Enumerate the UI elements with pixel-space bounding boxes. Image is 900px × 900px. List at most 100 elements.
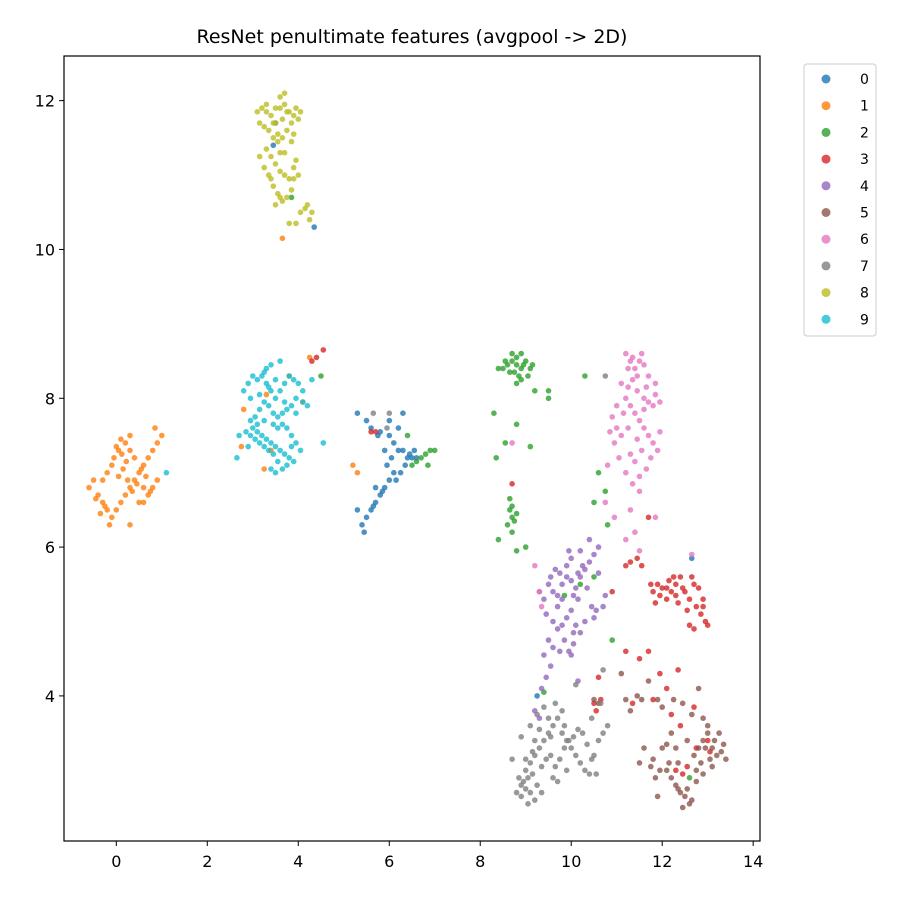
- point-class-5: [709, 763, 715, 770]
- point-class-7: [566, 737, 572, 744]
- point-class-4: [568, 607, 574, 614]
- legend-entry-1: 1: [821, 99, 869, 115]
- point-class-9: [254, 429, 261, 435]
- point-class-4: [557, 570, 563, 576]
- point-class-9: [265, 447, 272, 454]
- point-class-3: [670, 574, 677, 580]
- point-class-3: [636, 655, 643, 662]
- point-class-6: [613, 402, 620, 409]
- point-class-3: [313, 354, 320, 361]
- point-class-9: [263, 436, 270, 443]
- point-class-5: [634, 693, 640, 699]
- point-class-4: [552, 566, 559, 573]
- point-class-4: [591, 615, 597, 621]
- point-class-6: [632, 365, 638, 372]
- point-class-2: [318, 373, 324, 379]
- point-class-4: [600, 603, 606, 610]
- legend-marker: [821, 288, 831, 298]
- x-tick-label: 8: [475, 852, 485, 871]
- legend-marker: [821, 208, 831, 217]
- point-class-9: [270, 451, 277, 457]
- point-class-7: [550, 722, 556, 729]
- point-class-8: [284, 109, 290, 115]
- point-class-2: [511, 369, 518, 376]
- point-class-7: [538, 789, 545, 796]
- point-class-3: [686, 596, 693, 602]
- point-class-5: [618, 670, 625, 677]
- point-class-7: [588, 756, 595, 762]
- point-class-5: [700, 771, 706, 777]
- x-tick-label: 14: [743, 852, 763, 871]
- point-class-9: [295, 380, 302, 387]
- point-class-8: [272, 202, 279, 208]
- point-class-4: [575, 596, 581, 602]
- point-class-3: [693, 603, 700, 610]
- x-tick-label: 4: [293, 852, 303, 871]
- point-class-8: [277, 149, 283, 156]
- point-class-6: [509, 440, 515, 446]
- point-class-8: [261, 164, 268, 171]
- legend-entry-2: 2: [821, 125, 869, 141]
- point-class-4: [568, 555, 574, 562]
- point-class-4: [586, 536, 593, 543]
- point-class-9: [256, 406, 263, 413]
- point-class-3: [309, 358, 315, 364]
- legend-label: 3: [860, 152, 869, 168]
- point-class-0: [386, 432, 393, 439]
- point-class-7: [588, 715, 595, 721]
- point-class-0: [386, 417, 393, 424]
- point-class-5: [689, 711, 695, 718]
- point-class-9: [256, 440, 263, 446]
- point-class-3: [675, 667, 681, 673]
- point-class-3: [372, 429, 379, 435]
- point-class-8: [270, 135, 277, 141]
- point-class-5: [714, 752, 720, 759]
- point-class-2: [545, 395, 552, 402]
- point-class-5: [698, 760, 704, 766]
- point-class-7: [529, 748, 536, 755]
- point-class-3: [691, 704, 697, 710]
- legend-marker: [821, 314, 831, 324]
- point-class-0: [391, 469, 397, 476]
- point-class-6: [609, 414, 615, 420]
- point-class-7: [598, 700, 604, 707]
- point-class-8: [272, 105, 279, 111]
- point-class-7: [516, 775, 522, 781]
- point-class-5: [682, 793, 688, 800]
- point-class-5: [650, 756, 656, 762]
- point-class-1: [136, 499, 142, 506]
- point-class-2: [509, 350, 515, 357]
- point-class-4: [588, 603, 595, 610]
- point-class-2: [509, 503, 515, 510]
- point-class-4: [550, 588, 556, 595]
- point-class-4: [575, 570, 581, 576]
- point-class-5: [718, 748, 725, 755]
- point-class-9: [268, 466, 274, 472]
- point-class-2: [511, 518, 518, 524]
- point-class-9: [261, 443, 268, 450]
- point-class-3: [700, 596, 706, 602]
- point-class-7: [513, 789, 520, 796]
- point-class-3: [668, 588, 675, 595]
- point-class-5: [707, 756, 713, 762]
- x-tick-label: 12: [652, 852, 672, 871]
- point-class-6: [638, 447, 645, 454]
- point-class-7: [600, 667, 606, 673]
- point-class-3: [677, 574, 684, 580]
- point-class-6: [641, 362, 647, 368]
- point-class-4: [582, 618, 588, 625]
- point-class-0: [363, 417, 370, 424]
- point-class-4: [541, 652, 547, 658]
- point-class-0: [411, 447, 418, 454]
- point-class-5: [723, 756, 729, 762]
- point-class-9: [286, 455, 293, 461]
- point-class-6: [613, 425, 620, 431]
- point-class-9: [250, 425, 256, 431]
- point-class-5: [700, 715, 706, 721]
- point-class-5: [695, 745, 702, 751]
- chart-title: ResNet penultimate features (avgpool -> …: [197, 26, 628, 48]
- point-class-2: [507, 369, 513, 376]
- point-class-9: [259, 432, 265, 439]
- point-class-8: [284, 127, 290, 134]
- point-class-7: [559, 730, 565, 736]
